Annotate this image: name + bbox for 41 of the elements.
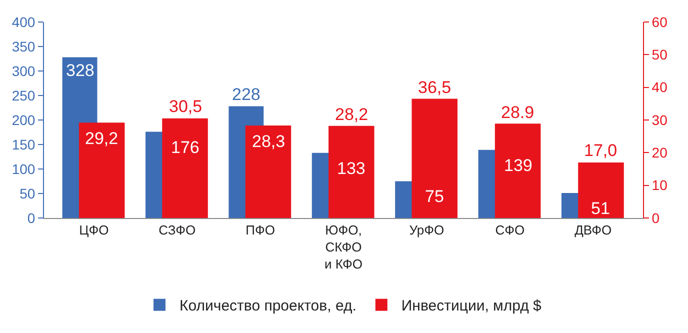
y-tick-label: 250 [12,87,36,104]
bar [412,98,458,218]
data-label: 28,3 [252,132,286,151]
data-label: 75 [425,187,444,206]
data-label: 51 [591,199,610,218]
x-tick-label: ДВФО [574,222,612,238]
y2-tick-label: 20 [652,144,668,161]
x-tick-label: ПФО [246,222,275,238]
data-label: 139 [504,156,532,175]
x-tick-label: ЦФО [79,222,109,238]
data-label: 36,5 [418,78,452,97]
data-label: 228 [232,85,260,104]
y-tick-label: 0 [27,210,36,226]
data-label: 17,0 [584,141,618,160]
data-label: 328 [66,61,94,80]
y-tick-label: 400 [12,14,36,30]
data-label: 28,2 [335,105,368,124]
y2-tick-label: 40 [652,79,668,96]
y-tick-label: 350 [12,38,36,54]
data-label: 29,2 [85,129,118,148]
y2-tick-label: 30 [652,112,668,128]
data-label: 176 [171,138,200,157]
y2-tick-label: 10 [652,177,668,194]
y-tick-label: 50 [20,185,36,202]
x-tick-label: СФО [495,222,525,238]
y-tick-label: 150 [12,136,36,152]
x-tick-label: УрФО [409,222,444,238]
bar [578,162,624,218]
data-label: 30,5 [169,97,202,116]
y2-tick-label: 0 [652,210,660,226]
y-tick-label: 100 [12,160,36,177]
data-label: 28.9 [501,103,534,122]
legend-label: Количество проектов, ед. [180,298,356,315]
y2-tick-label: 60 [652,14,668,30]
data-label: 133 [337,159,366,178]
x-tick-label: ЮФО, СКФО и КФО [324,222,362,272]
y2-tick-label: 50 [652,46,668,63]
x-tick-label: СЗФО [158,222,196,238]
y-tick-label: 300 [12,62,36,79]
y-tick-label: 200 [12,112,36,128]
legend-label: Инвестиции, млрд $ [401,298,542,315]
